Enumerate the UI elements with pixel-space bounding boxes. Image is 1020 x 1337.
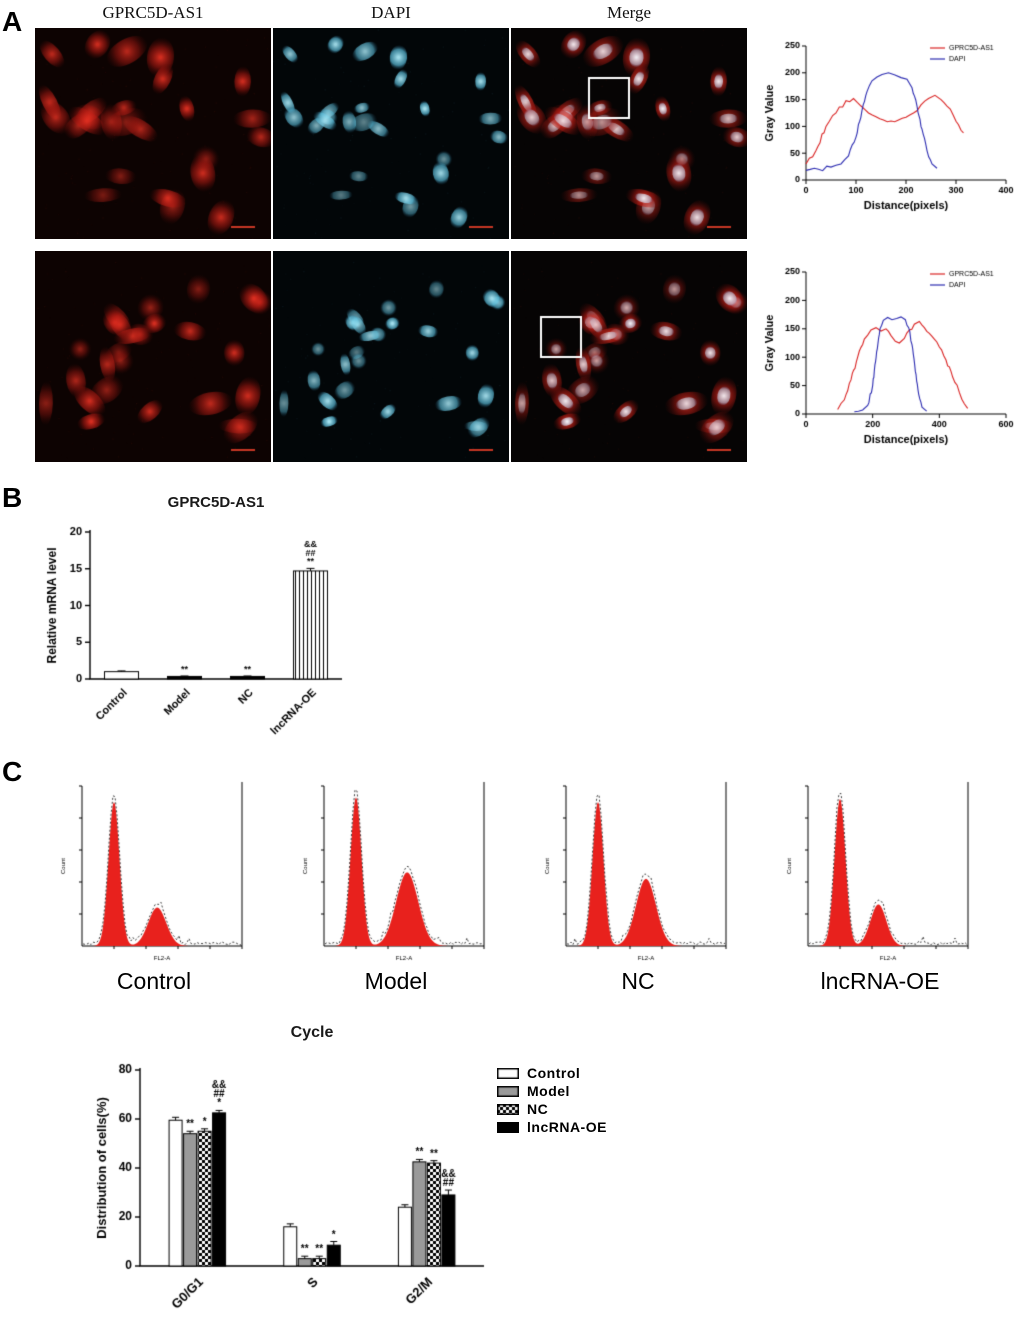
microscopy-row2-gprc5d-image — [35, 251, 271, 462]
flow-histogram-nc — [542, 778, 734, 966]
column-header-gprc5d-as1: GPRC5D-AS1 — [102, 3, 204, 22]
legend-item-control: Control — [497, 1065, 607, 1081]
legend-item-lncrna-oe: lncRNA-OE — [497, 1119, 607, 1135]
profile-chart-bottom — [762, 262, 1014, 448]
flow-label-control: Control — [116, 968, 192, 994]
legend-label-control: Control — [527, 1065, 581, 1081]
panel-c-label: C — [2, 756, 23, 787]
flow-label-nc: NC — [621, 968, 655, 994]
legend-item-model: Model — [497, 1083, 607, 1099]
microscopy-row1-merge-image — [511, 28, 747, 239]
panel-b-label: B — [2, 482, 23, 513]
microscopy-row2-merge-image — [511, 251, 747, 462]
legend-swatch-control — [497, 1067, 519, 1079]
panel-a-label: A — [2, 6, 23, 37]
profile-chart-top — [762, 36, 1014, 214]
microscopy-row1-dapi-image — [273, 28, 509, 239]
legend-swatch-lncrna-oe — [497, 1121, 519, 1133]
microscopy-row1-gprc5d-image — [35, 28, 271, 239]
legend-label-lncrna-oe: lncRNA-OE — [527, 1119, 607, 1135]
flow-histogram-model — [300, 778, 492, 966]
flow-label-lncrna-oe: lncRNA-OE — [820, 968, 940, 994]
flow-label-model: Model — [364, 968, 428, 994]
cycle-chart-title: Cycle — [290, 1024, 334, 1041]
legend-item-nc: NC — [497, 1101, 607, 1117]
legend-swatch-model — [497, 1085, 519, 1097]
cycle-bar-chart — [88, 1046, 498, 1336]
flow-histogram-lncrna-oe — [784, 778, 976, 966]
microscopy-row2-dapi-image — [273, 251, 509, 462]
flow-histogram-control — [58, 778, 250, 966]
column-header-dapi: DAPI — [371, 3, 411, 22]
mrna-bar-chart — [38, 514, 358, 739]
legend-label-nc: NC — [527, 1101, 549, 1117]
cycle-legend: Control Model NC lncRNA-OE — [497, 1065, 607, 1135]
column-header-merge: Merge — [606, 3, 652, 22]
mrna-chart-title: GPRC5D-AS1 — [167, 494, 265, 511]
legend-swatch-nc — [497, 1103, 519, 1115]
legend-label-model: Model — [527, 1083, 570, 1099]
